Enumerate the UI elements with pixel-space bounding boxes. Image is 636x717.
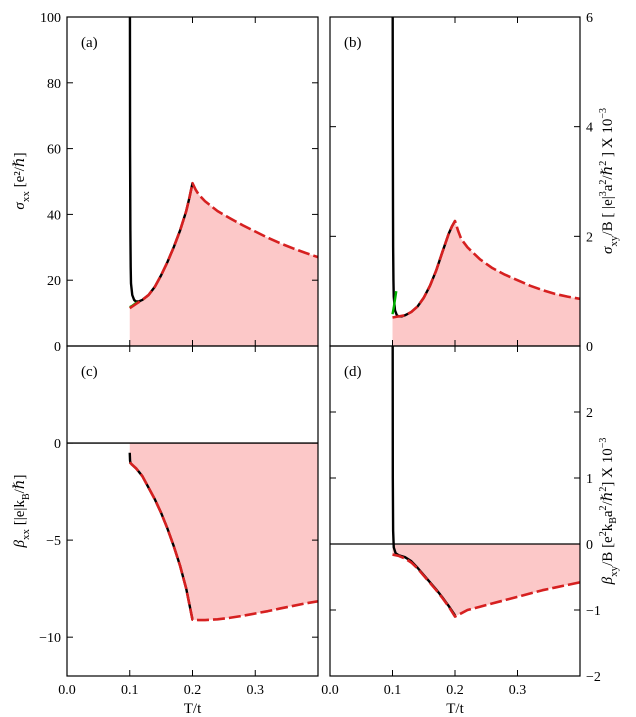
panel-label: (b) xyxy=(344,35,362,51)
y-axis-label-part: xy xyxy=(608,235,620,247)
y-tick-label: 4 xyxy=(586,121,593,136)
series-red-dashed-line xyxy=(392,219,580,319)
y-axis-label-part: /B [ |e| xyxy=(600,196,616,235)
y-tick-label: −1 xyxy=(586,604,601,619)
y-tick-label: 40 xyxy=(47,208,61,223)
y-axis-label-part: ] X 10 xyxy=(600,119,616,161)
y-axis-label-part: σ xyxy=(12,202,28,210)
y-tick-label: −5 xyxy=(46,534,61,549)
y-axis-label-part: [|e|k xyxy=(12,500,28,529)
y-axis-label-part: σ xyxy=(600,246,616,254)
y-tick-label: 60 xyxy=(47,143,61,158)
y-axis-label: σxx [e²/ℏ] xyxy=(12,152,32,209)
x-tick-label: 0.2 xyxy=(446,683,464,698)
y-tick-label: 0 xyxy=(586,538,593,553)
y-axis-label-part: β xyxy=(600,576,616,585)
x-tick-label: 0.2 xyxy=(184,683,202,698)
series-red-dashed-line xyxy=(128,461,318,622)
shaded-area xyxy=(129,443,318,621)
plot-area xyxy=(128,17,318,346)
y-axis-label-part: 2 xyxy=(598,505,609,510)
plot-area xyxy=(330,346,580,618)
y-tick-label: −2 xyxy=(586,670,601,685)
y-axis-label-part: a xyxy=(600,510,616,517)
y-axis-label-part: xx xyxy=(20,528,32,540)
y-tick-label: 80 xyxy=(47,77,61,92)
y-axis-label-part: 2 xyxy=(598,531,609,536)
series-black-line xyxy=(128,17,194,303)
shaded-area xyxy=(129,183,318,346)
y-axis-label: σxy/B [ |e|3a2/ℏ2 ] X 10−3 xyxy=(598,108,620,254)
x-tick-label: 0.1 xyxy=(121,683,139,698)
series-red-dashed-line xyxy=(129,181,318,310)
plot-area xyxy=(391,17,580,346)
x-tick-label: 0.0 xyxy=(58,683,76,698)
y-axis-label-part: ] X 10 xyxy=(600,448,616,486)
panel-label: (a) xyxy=(81,35,98,51)
y-tick-label: 2 xyxy=(586,230,593,245)
y-tick-label: −10 xyxy=(39,631,61,646)
y-tick-label: 6 xyxy=(586,11,593,26)
y-axis-label-part: B xyxy=(608,517,619,524)
shaded-area xyxy=(392,544,580,617)
x-tick-label: 0.0 xyxy=(321,683,339,698)
y-tick-label: 1 xyxy=(586,472,593,487)
x-axis-label: T/t xyxy=(446,701,464,717)
y-axis-label-part: −3 xyxy=(598,108,609,119)
y-axis-label-part: /ℏ xyxy=(600,492,616,506)
y-axis-label: βxy/B [e2kBa2/ℏ2] X 10−3 xyxy=(598,438,620,586)
y-axis-label-part: a xyxy=(600,184,616,191)
y-axis-label-part: −3 xyxy=(598,438,609,449)
x-axis-label: T/t xyxy=(184,701,202,717)
y-tick-label: 100 xyxy=(40,11,61,26)
y-tick-label: 0 xyxy=(54,437,61,452)
y-tick-label: 0 xyxy=(54,340,61,355)
y-tick-label: 0 xyxy=(586,340,593,355)
y-axis-label: βxx [|e|kB/ℏ] xyxy=(12,475,32,549)
panel-c: −10 −5 0 0.0 0.1 0.2 0.3 T/t (c) βxx [|e|kB/ℏ] xyxy=(12,345,319,717)
panel-a: 0 20 40 60 80 100 (a) σxx [e²/ℏ] xyxy=(12,11,319,355)
y-axis-label-part: B xyxy=(21,493,32,500)
panel-label: (d) xyxy=(344,364,362,380)
y-axis-label-part: 2 xyxy=(598,487,609,492)
plot-frame xyxy=(329,345,581,677)
y-axis-label-part: /B [e xyxy=(600,536,616,566)
series-green-line xyxy=(391,290,398,315)
x-tick-label: 0.1 xyxy=(384,683,402,698)
y-axis-label-part: /ℏ xyxy=(600,166,616,180)
y-axis-label-part: /ℏ] xyxy=(12,475,28,494)
y-axis-label-part: k xyxy=(600,523,616,531)
y-axis-label-part: 2 xyxy=(598,161,609,166)
y-tick-label: 20 xyxy=(47,274,61,289)
x-tick-label: 0.3 xyxy=(509,683,527,698)
y-axis-label-part: xx xyxy=(20,191,32,203)
y-axis-label-part: [e²/ℏ] xyxy=(12,152,28,191)
x-tick-label: 0.3 xyxy=(247,683,265,698)
panel-label: (c) xyxy=(81,364,98,380)
y-axis-label-part: 2 xyxy=(598,180,609,185)
y-axis-label-part: 3 xyxy=(598,191,609,196)
y-axis-label-part: β xyxy=(12,539,28,548)
series-red-dashed-line xyxy=(392,553,580,618)
y-tick-label: 2 xyxy=(586,406,593,421)
plot-area xyxy=(67,442,318,622)
shaded-area xyxy=(392,220,580,346)
y-axis-label-part: xy xyxy=(608,565,620,577)
